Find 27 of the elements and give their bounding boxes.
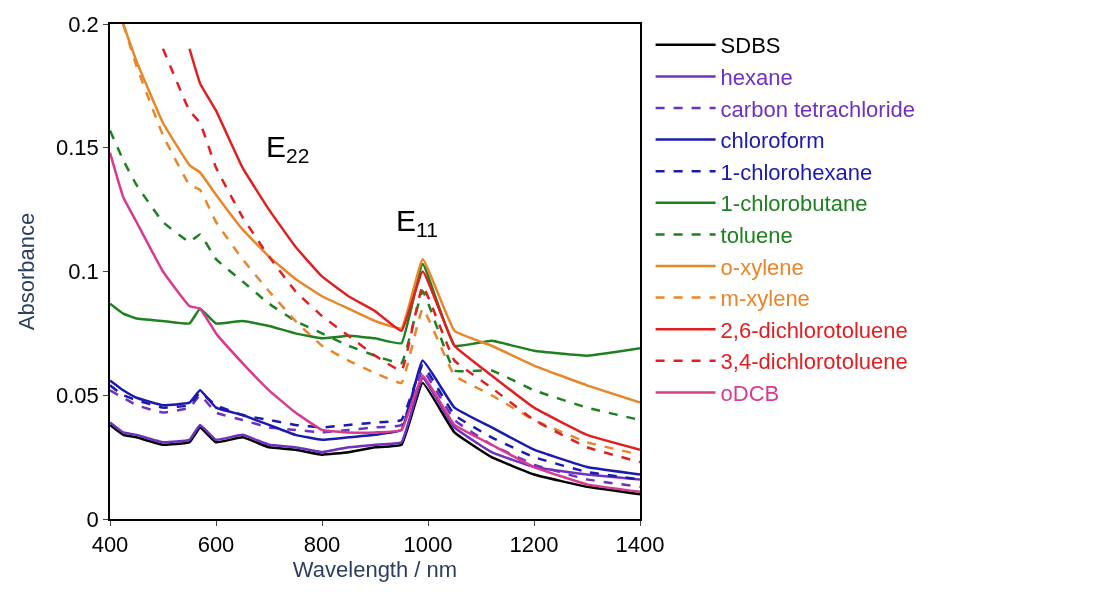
legend-label: chloroform xyxy=(720,128,825,154)
y-tick-label: 0.2 xyxy=(68,11,99,37)
legend-label: 3,4-dichlorotoluene xyxy=(720,349,908,375)
legend-label: hexane xyxy=(720,64,793,90)
x-tick-label: 1000 xyxy=(403,532,453,558)
x-tick-label: 800 xyxy=(303,532,341,558)
x-axis-title: Wavelength / nm xyxy=(292,557,458,583)
legend-label: o-xylene xyxy=(720,254,804,280)
x-tick-label: 1400 xyxy=(615,532,665,558)
legend-label: oDCB xyxy=(720,380,780,406)
legend-label: SDBS xyxy=(720,33,781,59)
y-tick-label: 0.05 xyxy=(56,382,99,408)
legend-label: carbon tetrachloride xyxy=(720,96,916,122)
annotation: E$_{11}$ xyxy=(396,204,438,242)
legend-label: 2,6-dichlorotoluene xyxy=(720,317,908,343)
y-tick-label: 0.1 xyxy=(68,259,99,285)
x-tick-label: 600 xyxy=(197,532,235,558)
y-tick-label: 0.15 xyxy=(56,135,99,161)
legend-label: 1-chlorohexane xyxy=(720,159,873,185)
x-tick-label: 1200 xyxy=(509,532,559,558)
y-axis-title: Absorbance xyxy=(14,212,40,331)
legend-label: toluene xyxy=(720,222,793,248)
y-tick-label: 0 xyxy=(86,506,99,532)
legend-label: m-xylene xyxy=(720,286,810,312)
annotation: E$_{22}$ xyxy=(266,130,310,168)
legend-label: 1-chlorobutane xyxy=(720,191,868,217)
x-tick-label: 400 xyxy=(91,532,129,558)
